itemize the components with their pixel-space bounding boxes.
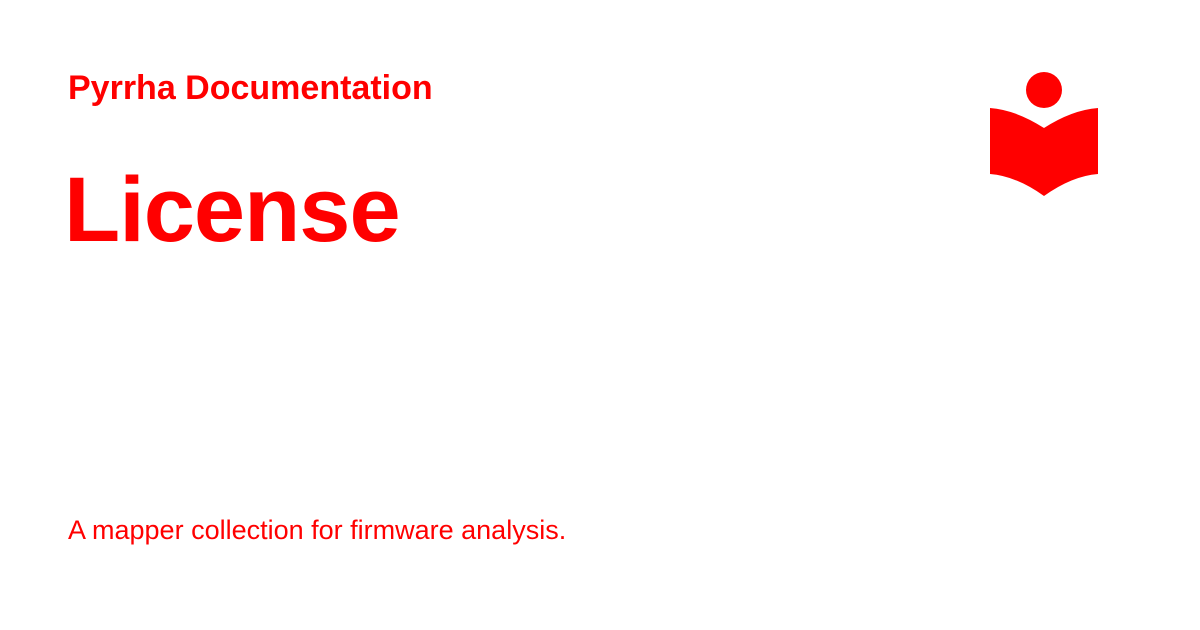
site-name: Pyrrha Documentation xyxy=(68,69,433,107)
page-description: A mapper collection for firmware analysi… xyxy=(68,515,567,545)
book-reader-icon xyxy=(988,70,1100,198)
page-title: License xyxy=(64,159,401,261)
